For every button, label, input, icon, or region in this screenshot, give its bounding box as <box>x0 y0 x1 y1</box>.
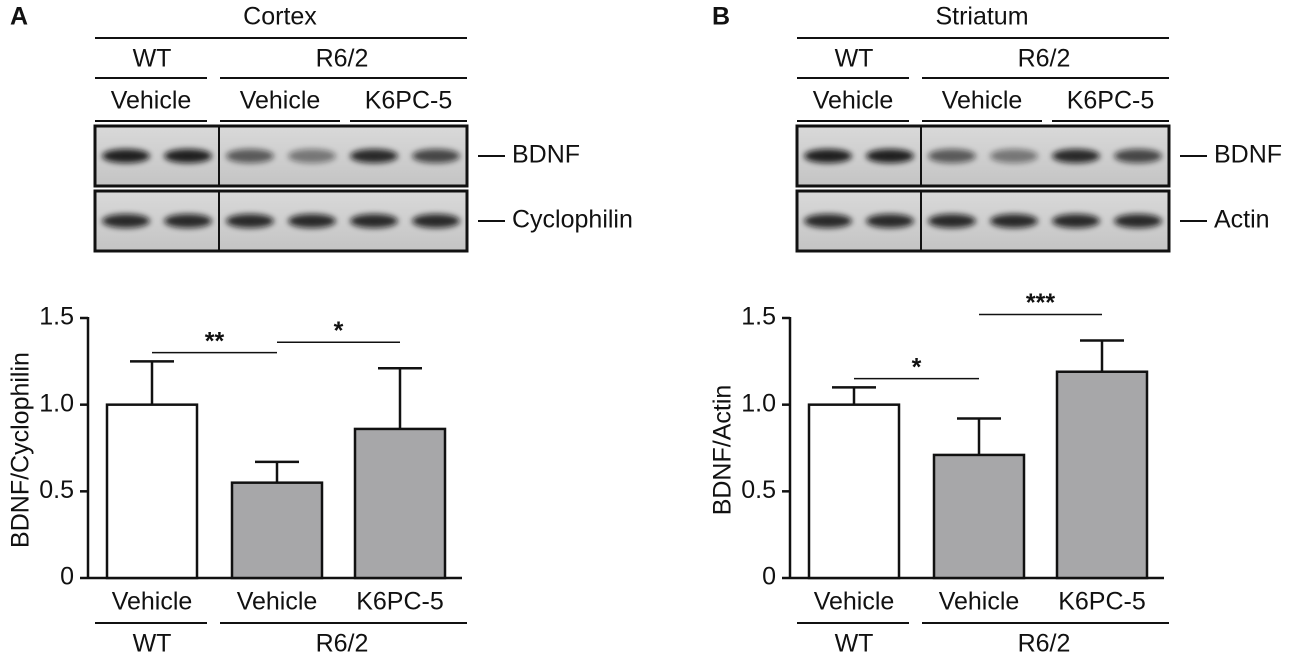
panel-label: B <box>712 3 730 31</box>
band <box>288 149 336 163</box>
x-tick-label: Vehicle <box>112 588 193 616</box>
y-tick-label: 1.5 <box>39 303 74 331</box>
bar <box>353 427 447 580</box>
group-label: R6/2 <box>1018 630 1071 658</box>
y-axis-label: BDNF/Actin <box>709 385 737 516</box>
band <box>226 149 274 163</box>
x-tick-label: K6PC-5 <box>1058 588 1146 616</box>
band <box>350 214 398 228</box>
blot-background <box>95 191 467 251</box>
band <box>412 214 460 228</box>
band-label: BDNF <box>1214 141 1282 169</box>
group-label: R6/2 <box>316 630 369 658</box>
band <box>1052 149 1100 163</box>
genotype-label: R6/2 <box>1018 45 1071 73</box>
band <box>412 149 460 163</box>
blot <box>93 189 469 253</box>
band <box>102 214 150 228</box>
treatment-label: Vehicle <box>240 87 321 115</box>
band <box>288 214 336 228</box>
band <box>928 214 976 228</box>
bar <box>105 403 199 580</box>
y-tick-label: 0.5 <box>39 476 74 504</box>
blot-frame <box>93 124 469 188</box>
band <box>102 149 150 163</box>
bar <box>230 481 324 580</box>
y-tick-label: 0 <box>762 563 776 591</box>
band <box>164 214 212 228</box>
band <box>866 214 914 228</box>
treatment-label: Vehicle <box>813 87 894 115</box>
genotype-label: WT <box>835 45 874 73</box>
x-tick-label: Vehicle <box>237 588 318 616</box>
blot-background <box>797 191 1169 251</box>
bar <box>1055 370 1149 580</box>
x-tick-label: K6PC-5 <box>356 588 444 616</box>
region-label: Striatum <box>935 3 1028 31</box>
significance-label: ** <box>205 327 225 355</box>
treatment-label: K6PC-5 <box>1067 87 1155 115</box>
blot <box>795 124 1171 188</box>
y-tick-label: 1.0 <box>39 389 74 417</box>
blot <box>93 124 469 188</box>
genotype-label: R6/2 <box>316 45 369 73</box>
band <box>1114 214 1162 228</box>
band <box>226 214 274 228</box>
band <box>1114 149 1162 163</box>
blot <box>795 189 1171 253</box>
panel-label: A <box>10 3 28 31</box>
blot-frame <box>93 189 469 253</box>
x-tick-label: Vehicle <box>814 588 895 616</box>
blot-background <box>797 126 1169 186</box>
treatment-label: Vehicle <box>942 87 1023 115</box>
y-tick-label: 1.5 <box>741 303 776 331</box>
blot-frame <box>795 189 1171 253</box>
genotype-label: WT <box>133 45 172 73</box>
y-tick-label: 0 <box>60 563 74 591</box>
significance-label: * <box>334 317 344 345</box>
blot-background <box>95 126 467 186</box>
band-label: BDNF <box>512 141 580 169</box>
band <box>350 149 398 163</box>
band <box>866 149 914 163</box>
band-label: Actin <box>1214 206 1270 234</box>
blot-frame <box>795 124 1171 188</box>
bar <box>932 453 1026 580</box>
significance-label: * <box>912 353 922 381</box>
band <box>928 149 976 163</box>
group-label: WT <box>133 630 172 658</box>
y-tick-label: 0.5 <box>741 476 776 504</box>
band <box>804 214 852 228</box>
band <box>990 214 1038 228</box>
y-axis-label: BDNF/Cyclophilin <box>7 352 35 548</box>
y-tick-label: 1.0 <box>741 389 776 417</box>
treatment-label: K6PC-5 <box>365 87 453 115</box>
significance-label: *** <box>1026 289 1055 317</box>
bar <box>807 403 901 580</box>
band <box>804 149 852 163</box>
band <box>1052 214 1100 228</box>
band <box>990 149 1038 163</box>
band <box>164 149 212 163</box>
band-label: Cyclophilin <box>512 206 633 234</box>
region-label: Cortex <box>243 3 317 31</box>
x-tick-label: Vehicle <box>939 588 1020 616</box>
group-label: WT <box>835 630 874 658</box>
treatment-label: Vehicle <box>111 87 192 115</box>
